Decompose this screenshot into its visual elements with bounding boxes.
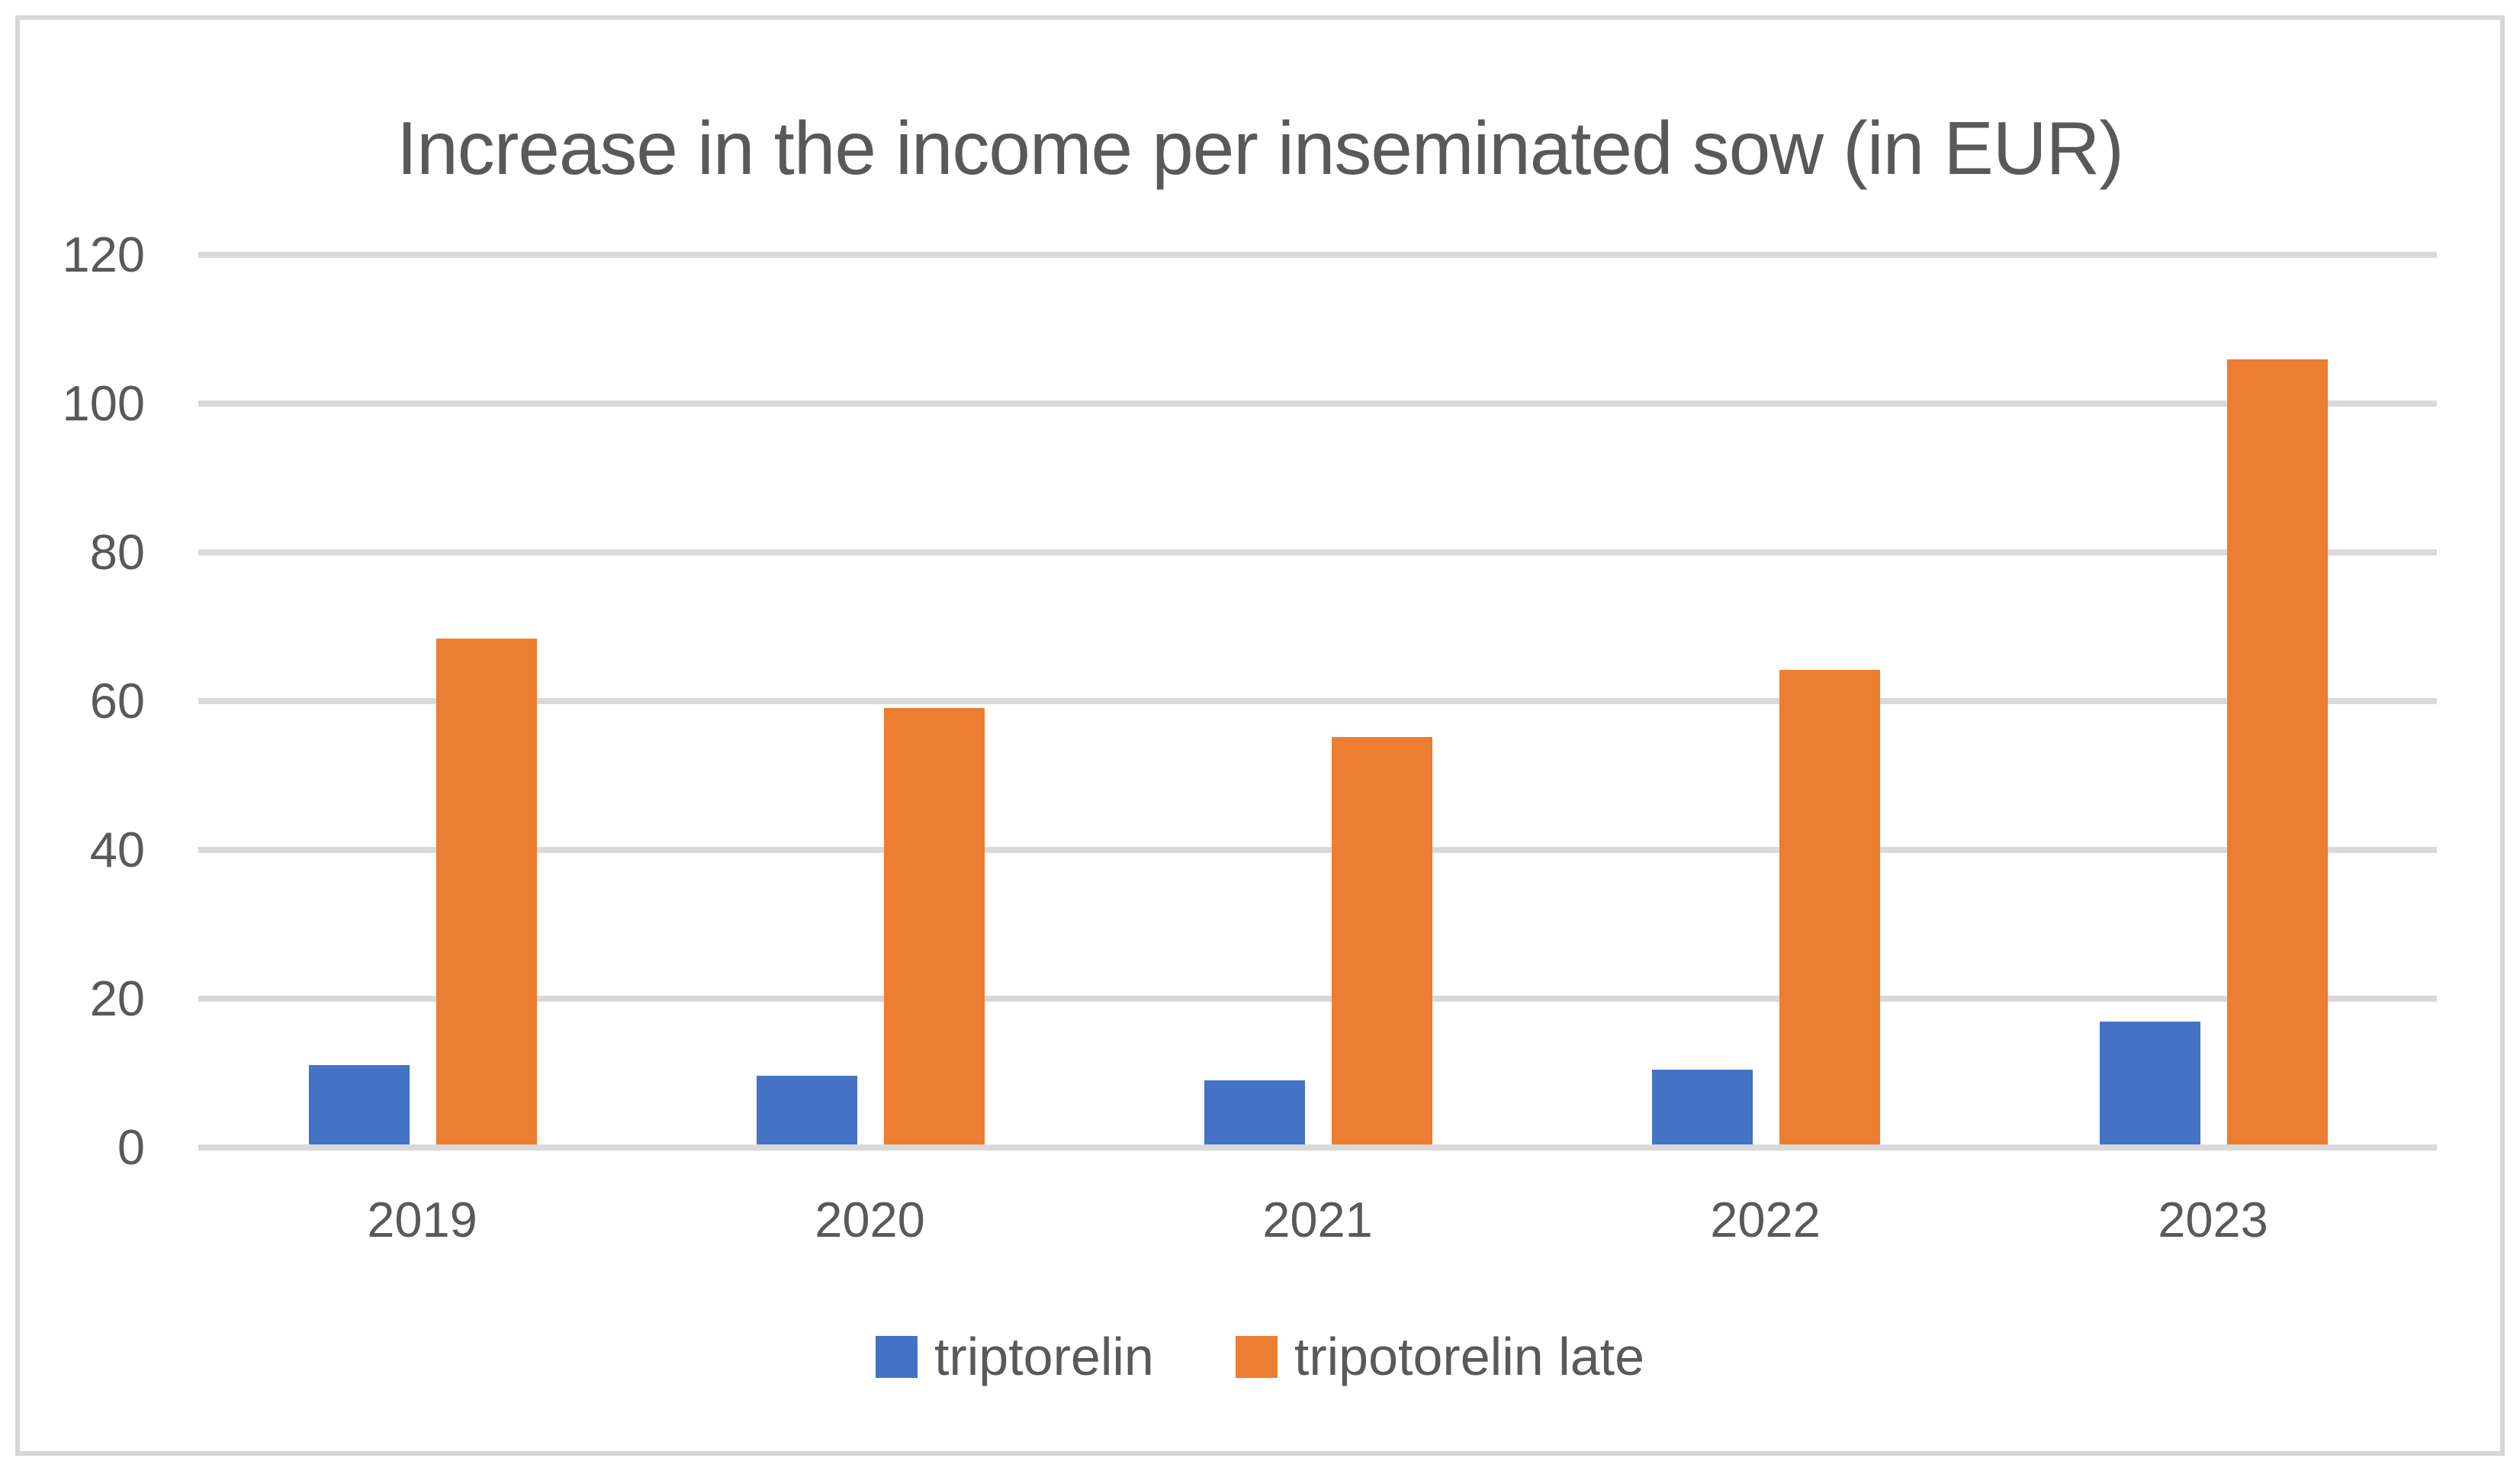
legend-swatch-triptorelin (875, 1335, 918, 1378)
y-axis-tick-label: 60 (89, 673, 145, 729)
x-axis-category-label: 2020 (815, 1192, 925, 1247)
legend-label: tripotorelin late (1294, 1327, 1645, 1386)
legend-swatch-tripotorelin-late (1235, 1335, 1278, 1378)
bar-tripotorelin-late-2019 (436, 639, 537, 1144)
bar-tripotorelin-late-2020 (884, 708, 985, 1144)
bar-triptorelin-2019 (309, 1065, 410, 1144)
bar-triptorelin-2022 (1652, 1070, 1753, 1144)
bar-triptorelin-2020 (757, 1076, 857, 1144)
legend-label: triptorelin (934, 1327, 1154, 1386)
gridline (198, 996, 2437, 1002)
y-axis-tick-label: 0 (117, 1119, 145, 1175)
gridline (198, 549, 2437, 555)
bar-tripotorelin-late-2021 (1332, 737, 1432, 1144)
x-axis-category-label: 2019 (367, 1192, 477, 1247)
y-axis-tick-label: 100 (62, 375, 145, 431)
y-axis-tick-label: 80 (89, 524, 145, 580)
x-axis-category-label: 2021 (1262, 1192, 1373, 1247)
legend-item-tripotorelin-late: tripotorelin late (1235, 1327, 1645, 1386)
legend: triptorelin tripotorelin late (0, 1328, 2520, 1386)
chart-frame-border (15, 15, 2505, 1456)
x-axis-category-label: 2022 (1710, 1192, 1821, 1247)
y-axis-tick-label: 20 (89, 970, 145, 1026)
gridline (198, 847, 2437, 853)
y-axis-tick-label: 120 (62, 227, 145, 282)
x-axis-category-label: 2023 (2158, 1192, 2268, 1247)
gridline (198, 252, 2437, 258)
gridline (198, 401, 2437, 407)
legend-item-triptorelin: triptorelin (875, 1327, 1154, 1386)
bar-triptorelin-2023 (2100, 1022, 2200, 1144)
y-axis-tick-label: 40 (89, 822, 145, 877)
bar-tripotorelin-late-2022 (1779, 670, 1880, 1144)
bar-tripotorelin-late-2023 (2227, 359, 2328, 1144)
bar-triptorelin-2021 (1204, 1080, 1305, 1144)
chart-title: Increase in the income per inseminated s… (397, 106, 2124, 190)
gridline (198, 1144, 2437, 1151)
gridline (198, 698, 2437, 704)
